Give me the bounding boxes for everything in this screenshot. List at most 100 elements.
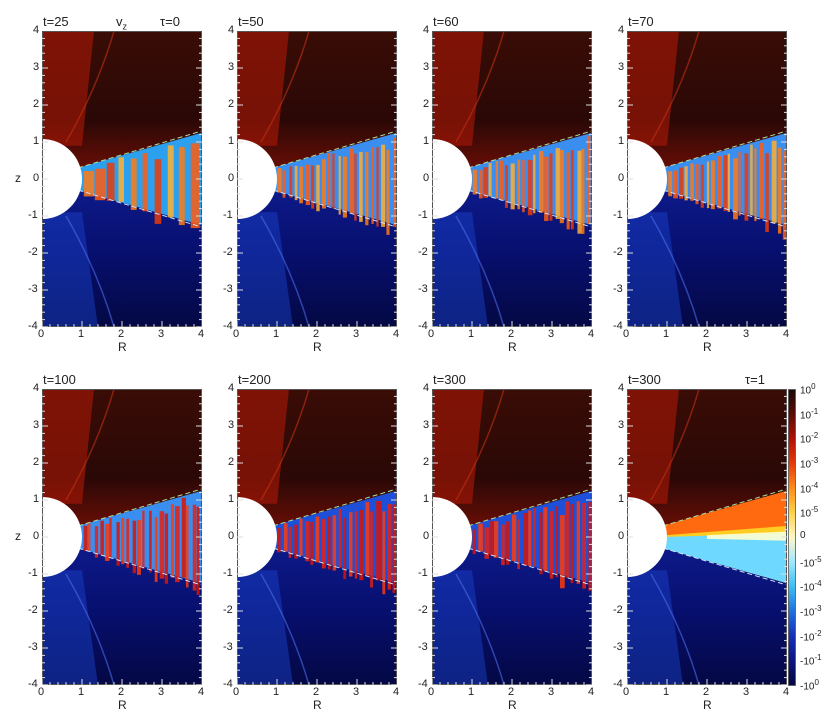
disk-band	[87, 523, 91, 551]
disk-band	[549, 511, 554, 579]
x-tick-label: 1	[663, 328, 670, 340]
disk-band	[116, 522, 120, 566]
disk-band	[288, 526, 292, 558]
lower-blue-region	[42, 570, 98, 685]
lower-blue-region	[237, 570, 293, 685]
x-tick-label: 2	[508, 328, 515, 340]
disk-band	[539, 512, 543, 575]
disk-band	[538, 151, 544, 213]
disk-band	[684, 166, 688, 201]
disk-band	[392, 504, 396, 593]
lower-boundary-line	[77, 189, 202, 228]
disk-band	[581, 148, 585, 234]
upper-boundary-line	[662, 130, 787, 169]
disk-band	[754, 148, 757, 222]
colorbar-tick-label: 10-4	[800, 481, 818, 495]
x-tick-label: 0	[623, 686, 630, 698]
colorbar-tick-exponent: -2	[814, 628, 822, 638]
disk-band	[359, 510, 364, 581]
y-tick-label: 2	[33, 456, 40, 468]
y-tick-label: -2	[613, 604, 623, 616]
disk-lower-layer	[663, 533, 787, 584]
colorbar-tick-exponent: -1	[811, 406, 819, 416]
x-tick-label: 1	[663, 686, 670, 698]
disk-band	[582, 502, 587, 589]
x-axis-label: R	[508, 340, 517, 354]
y-tick-label: -4	[223, 320, 233, 332]
colorbar-tick-exponent: -2	[811, 431, 819, 441]
x-tick-label: 4	[588, 328, 595, 340]
disk-band	[533, 154, 536, 214]
y-tick-label: -2	[223, 604, 233, 616]
disk-band	[506, 521, 510, 565]
colorbar-tick-label: -10-5	[800, 555, 822, 569]
x-tick-label: 0	[38, 328, 45, 340]
x-tick-label: 0	[38, 686, 45, 698]
x-tick-label: 0	[428, 328, 435, 340]
disk-band	[321, 159, 326, 209]
y-tick-label: 0	[228, 172, 235, 184]
x-tick-label: 0	[428, 686, 435, 698]
x-tick-label: 1	[468, 328, 475, 340]
y-tick-label: 0	[618, 172, 625, 184]
x-tick-label: 2	[313, 328, 320, 340]
y-tick-label: 0	[423, 530, 430, 542]
wind-streak-upper	[260, 31, 310, 143]
y-tick-label: -1	[613, 567, 623, 579]
disk-band	[555, 506, 559, 578]
disk-band	[750, 144, 753, 216]
disk-band	[294, 165, 298, 201]
colorbar-tick-label: 10-1	[800, 407, 818, 421]
y-tick-label: -3	[613, 283, 623, 295]
disk-band	[717, 156, 722, 209]
disk-band	[354, 153, 357, 221]
disk-band	[83, 525, 88, 552]
disk-band	[365, 502, 370, 576]
colorbar-tick-label: -10-3	[800, 604, 822, 618]
disk-band	[371, 147, 374, 224]
central-object	[237, 139, 277, 219]
disk-band	[83, 171, 95, 197]
disk-band	[289, 166, 293, 198]
x-tick-label: 3	[353, 686, 360, 698]
disk-band	[738, 151, 741, 216]
y-tick-label: -2	[28, 604, 38, 616]
colorbar-tick-base: 10	[800, 385, 812, 397]
colorbar-tick-base: 10	[800, 459, 812, 471]
panel-plot	[432, 389, 592, 685]
panel-6	[237, 389, 397, 685]
disk-band	[338, 155, 341, 215]
disk-band	[174, 506, 180, 583]
wind-streak-lower	[260, 215, 310, 327]
y-tick-label: 0	[33, 530, 40, 542]
colorbar-tick-exponent: -3	[811, 456, 819, 465]
disk-band	[727, 153, 730, 212]
x-tick-label: 4	[783, 328, 790, 340]
y-tick-label: -2	[613, 246, 623, 258]
x-tick-label: 3	[353, 328, 360, 340]
x-tick-label: 2	[118, 328, 125, 340]
y-tick-label: 3	[423, 419, 430, 431]
upper-boundary-line	[77, 130, 202, 169]
y-tick-label: 2	[228, 456, 235, 468]
wind-streak-lower	[455, 215, 505, 327]
colorbar-tick-base: -10	[800, 656, 815, 668]
lower-boundary-line	[662, 547, 787, 586]
y-tick-label: -1	[28, 209, 38, 221]
disk-band	[299, 166, 304, 204]
disk-band	[386, 149, 390, 235]
disk-band	[192, 504, 197, 591]
disk-band	[381, 144, 386, 227]
y-tick-label: 2	[228, 98, 235, 110]
disk-band	[349, 512, 353, 577]
disk-band	[723, 155, 728, 211]
x-tick-label: 4	[588, 686, 595, 698]
disk-band	[186, 505, 189, 588]
y-tick-label: 4	[618, 24, 625, 36]
disk-band	[577, 150, 582, 234]
colorbar-tick-base: -10	[800, 681, 815, 693]
disk-band	[511, 514, 517, 562]
disk-band	[311, 165, 315, 209]
disk-band	[121, 518, 125, 565]
lower-blue-region	[237, 212, 293, 327]
